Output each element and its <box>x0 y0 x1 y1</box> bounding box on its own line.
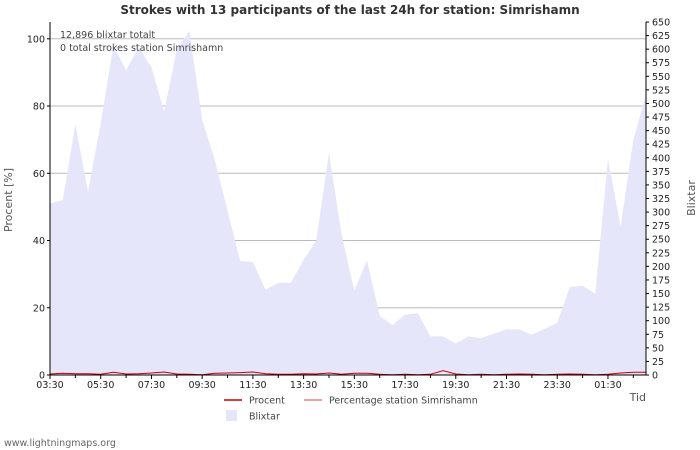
info-line-total: 12,896 blixtar totalt <box>60 30 155 41</box>
y-tick-label-right-9: 225 <box>652 248 670 259</box>
legend-label-2: Blixtar <box>249 412 280 423</box>
y-tick-label-right-5: 125 <box>652 303 670 314</box>
y-tick-label-left-5: 100 <box>27 34 45 45</box>
x-tick-label-10: 23:30 <box>544 380 571 391</box>
y-tick-label-right-3: 75 <box>652 330 664 341</box>
y-axis-label-right: Blixtar <box>685 180 698 216</box>
legend-label-0: Procent <box>249 396 285 407</box>
y-tick-label-left-3: 60 <box>33 169 45 180</box>
y-tick-label-right-0: 0 <box>652 371 658 382</box>
x-axis-label: Tid <box>629 391 646 404</box>
x-ticks: 03:30 05:30 07:30 09:30 11:30 13:30 15:30 17:30… <box>36 375 634 391</box>
y-tick-label-right-17: 425 <box>652 140 670 151</box>
y-tick-label-right-23: 575 <box>652 58 670 69</box>
y-tick-label-right-20: 500 <box>652 99 670 110</box>
x-tick-label-2: 07:30 <box>138 380 165 391</box>
y-tick-label-right-19: 475 <box>652 113 670 124</box>
y-tick-label-left-2: 40 <box>33 236 45 247</box>
x-tick-label-4: 11:30 <box>239 380 266 391</box>
y-tick-label-right-6: 150 <box>652 289 670 300</box>
y-axis-label-left: Procent [%] <box>2 168 15 232</box>
credit-link[interactable]: www.lightningmaps.org <box>4 438 116 449</box>
series-blixtar-area <box>50 30 646 375</box>
legend-swatch-2 <box>226 410 237 421</box>
y-tick-label-right-18: 450 <box>652 126 670 137</box>
y-ticks-left: 0 20 40 60 80 100 <box>27 34 50 382</box>
y-tick-label-right-10: 250 <box>652 235 670 246</box>
x-tick-label-11: 01:30 <box>594 380 621 391</box>
x-tick-label-3: 09:30 <box>188 380 215 391</box>
y-tick-label-right-2: 50 <box>652 343 664 354</box>
y-tick-label-right-12: 300 <box>652 208 670 219</box>
x-tick-label-5: 13:30 <box>290 380 317 391</box>
y-tick-label-left-0: 0 <box>39 371 45 382</box>
y-tick-label-left-4: 80 <box>33 102 45 113</box>
x-tick-label-6: 15:30 <box>341 380 368 391</box>
y-tick-label-right-14: 350 <box>652 180 670 191</box>
y-tick-label-right-16: 400 <box>652 153 670 164</box>
y-tick-label-right-7: 175 <box>652 275 670 286</box>
y-tick-label-right-15: 375 <box>652 167 670 178</box>
x-tick-label-8: 19:30 <box>442 380 469 391</box>
x-tick-label-1: 05:30 <box>87 380 114 391</box>
y-tick-label-left-1: 20 <box>33 303 45 314</box>
area-layer <box>50 30 646 375</box>
legend: Procent Percentage station Simrishamn Blix… <box>224 396 478 423</box>
legend-label-1: Percentage station Simrishamn <box>329 396 478 407</box>
y-tick-label-right-4: 100 <box>652 316 670 327</box>
y-tick-label-right-13: 325 <box>652 194 670 205</box>
chart-title: Strokes with 13 participants of the last… <box>120 3 579 17</box>
y-ticks-right: 0 25 50 75 100 125 150 175 200 225 250 275 300 325 350… <box>646 18 670 382</box>
y-tick-label-right-26: 650 <box>652 18 670 29</box>
y-tick-label-right-25: 625 <box>652 31 670 42</box>
x-tick-label-9: 21:30 <box>493 380 520 391</box>
y-tick-label-right-24: 600 <box>652 45 670 56</box>
x-tick-label-0: 03:30 <box>36 380 63 391</box>
y-tick-label-right-11: 275 <box>652 221 670 232</box>
y-tick-label-right-22: 550 <box>652 72 670 83</box>
y-tick-label-right-8: 200 <box>652 262 670 273</box>
x-tick-label-7: 17:30 <box>391 380 418 391</box>
y-tick-label-right-21: 525 <box>652 85 670 96</box>
y-tick-label-right-1: 25 <box>652 357 664 368</box>
info-line-station: 0 total strokes station Simrishamn <box>60 43 223 54</box>
